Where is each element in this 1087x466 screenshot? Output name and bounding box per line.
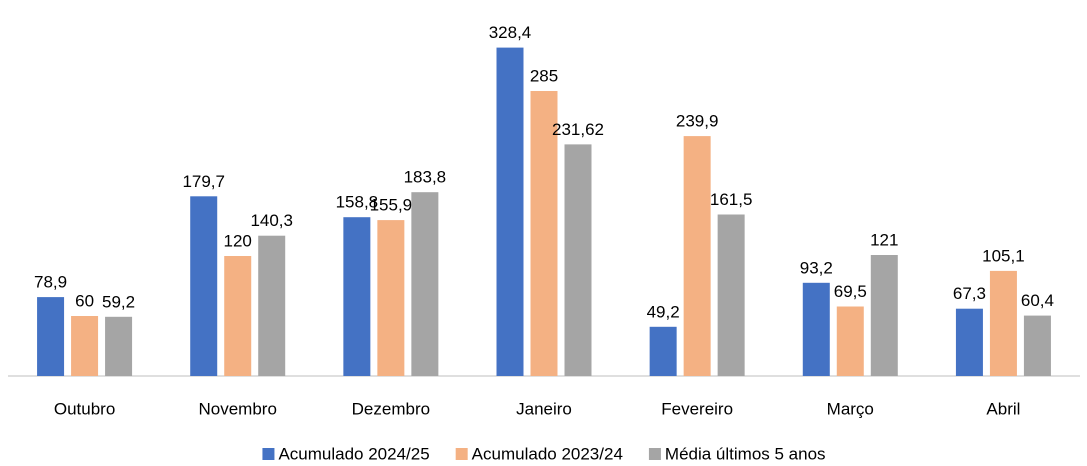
value-label: 328,4	[489, 23, 532, 42]
legend-swatch	[648, 448, 661, 460]
value-label: 231,62	[552, 120, 604, 139]
value-label: 140,3	[250, 211, 293, 230]
value-label: 239,9	[676, 112, 719, 131]
value-label: 105,1	[982, 246, 1025, 265]
legend-swatch	[455, 448, 468, 460]
value-label: 183,8	[404, 168, 447, 187]
value-label: 59,2	[102, 292, 135, 311]
bar	[224, 256, 252, 376]
x-tick-label: Dezembro	[352, 399, 430, 418]
value-label: 120	[224, 231, 252, 250]
bar	[836, 306, 864, 376]
bar	[1023, 315, 1051, 376]
x-tick-label: Abril	[986, 399, 1020, 418]
value-label: 285	[530, 66, 558, 85]
x-tick-label: Outubro	[54, 399, 115, 418]
bar	[870, 255, 898, 376]
bar	[564, 144, 592, 376]
bar	[802, 282, 830, 376]
value-label: 121	[870, 230, 898, 249]
legend-swatch	[262, 448, 275, 460]
bar	[717, 214, 745, 376]
bar	[258, 235, 286, 376]
bar	[343, 217, 371, 376]
bar	[989, 270, 1017, 376]
value-label: 161,5	[710, 190, 753, 209]
value-label: 60	[75, 291, 94, 310]
value-label: 78,9	[34, 273, 67, 292]
bar	[71, 316, 99, 376]
value-label: 155,9	[370, 196, 413, 215]
value-label: 69,5	[834, 282, 867, 301]
x-tick-label: Janeiro	[516, 399, 572, 418]
legend-label: Acumulado 2024/25	[278, 444, 429, 463]
bar	[411, 192, 439, 376]
value-label: 67,3	[953, 284, 986, 303]
legend-label: Média últimos 5 anos	[665, 444, 826, 463]
value-label: 60,4	[1021, 291, 1054, 310]
legend-label: Acumulado 2023/24	[472, 444, 623, 463]
value-label: 49,2	[647, 302, 680, 321]
bar	[37, 297, 65, 376]
value-label: 93,2	[800, 258, 833, 277]
x-tick-label: Março	[827, 399, 874, 418]
bar	[377, 220, 405, 376]
bar	[530, 91, 558, 376]
value-label: 158,8	[336, 193, 379, 212]
bar	[649, 326, 677, 376]
bar	[955, 308, 983, 376]
x-tick-label: Fevereiro	[661, 399, 733, 418]
bar	[683, 136, 711, 376]
bar	[190, 196, 218, 376]
x-tick-label: Novembro	[199, 399, 277, 418]
bar	[496, 47, 524, 376]
bar	[105, 316, 133, 376]
value-label: 179,7	[182, 172, 225, 191]
